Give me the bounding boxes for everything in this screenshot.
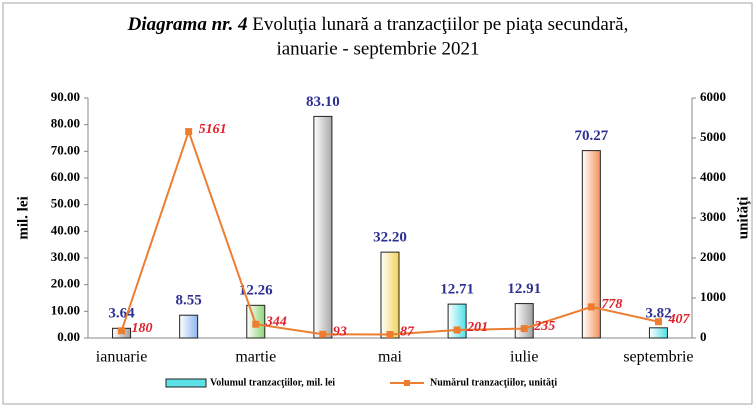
bar: [514, 303, 534, 339]
y-tick-label: 10.00: [51, 302, 80, 317]
line-marker: [453, 326, 461, 334]
bar-value-label: 70.27: [574, 128, 608, 144]
x-tick-label: septembrie: [623, 349, 693, 366]
line-marker: [386, 331, 394, 339]
line-marker: [520, 325, 528, 333]
y2-tick-label: 5000: [700, 129, 726, 144]
y2-tick-label: 6000: [700, 89, 726, 104]
chart-title: Diagrama nr. 4 Evoluţia lunară a tranzac…: [127, 14, 629, 35]
legend-label: Volumul tranzacţiilor, mil. lei: [210, 377, 335, 388]
y-tick-label: 30.00: [51, 249, 80, 264]
bar: [380, 251, 400, 339]
y2-axis-label: unităţi: [735, 197, 751, 240]
legend-swatch-marker: [404, 380, 410, 386]
y2-tick-label: 4000: [700, 169, 726, 184]
bar-value-label: 83.10: [306, 94, 340, 110]
chart-subtitle: ianuarie - septembrie 2021: [276, 38, 479, 59]
line-value-label: 778: [601, 297, 622, 312]
line-value-label: 407: [667, 312, 690, 327]
line-marker: [252, 320, 260, 328]
line-value-label: 344: [265, 314, 287, 329]
y2-tick-label: 0: [700, 329, 707, 344]
line-marker: [118, 327, 126, 335]
y2-tick-label: 2000: [700, 249, 726, 264]
x-tick-label: iulie: [510, 349, 538, 366]
line-marker: [587, 303, 595, 311]
bar: [179, 314, 199, 339]
bar-value-label: 12.26: [239, 283, 273, 299]
line-marker: [654, 318, 662, 326]
bar-value-label: 3.64: [108, 306, 135, 322]
line-value-label: 235: [533, 319, 555, 334]
x-tick-label: mai: [378, 349, 403, 366]
legend-label: Numărul tranzacţiilor, unităţi: [430, 377, 557, 388]
bar-value-label: 32.20: [373, 230, 407, 246]
y-tick-label: 40.00: [51, 222, 80, 237]
x-tick-label: martie: [235, 349, 276, 366]
title-emphasis: Diagrama nr. 4: [127, 14, 248, 35]
line-value-label: 93: [333, 324, 347, 339]
y-tick-label: 0.00: [57, 329, 80, 344]
bar-value-label: 3.82: [645, 305, 671, 321]
y2-tick-label: 3000: [700, 209, 726, 224]
line-marker: [319, 330, 327, 338]
bar: [581, 150, 601, 339]
y-tick-label: 90.00: [51, 89, 80, 104]
line-value-label: 87: [400, 325, 415, 340]
x-tick-label: ianuarie: [96, 349, 148, 366]
y-tick-label: 50.00: [51, 196, 80, 211]
bar: [648, 327, 668, 339]
bar-value-label: 12.71: [440, 282, 474, 298]
y-tick-label: 70.00: [51, 142, 80, 157]
bar: [313, 115, 333, 339]
legend-swatch: [165, 378, 207, 388]
y-tick-label: 60.00: [51, 169, 80, 184]
y2-tick-label: 1000: [700, 289, 726, 304]
line-value-label: 201: [466, 320, 488, 335]
y-axis-label: mil. lei: [15, 196, 31, 239]
y-tick-label: 80.00: [51, 116, 80, 131]
line-marker: [185, 128, 193, 136]
y-tick-label: 20.00: [51, 276, 80, 291]
line-value-label: 5161: [199, 122, 227, 137]
bar-value-label: 12.91: [507, 281, 541, 297]
title-text: Evoluţia lunară a tranzacţiilor pe piaţa…: [252, 14, 628, 35]
line-value-label: 180: [132, 321, 153, 336]
bar-value-label: 8.55: [176, 293, 202, 309]
